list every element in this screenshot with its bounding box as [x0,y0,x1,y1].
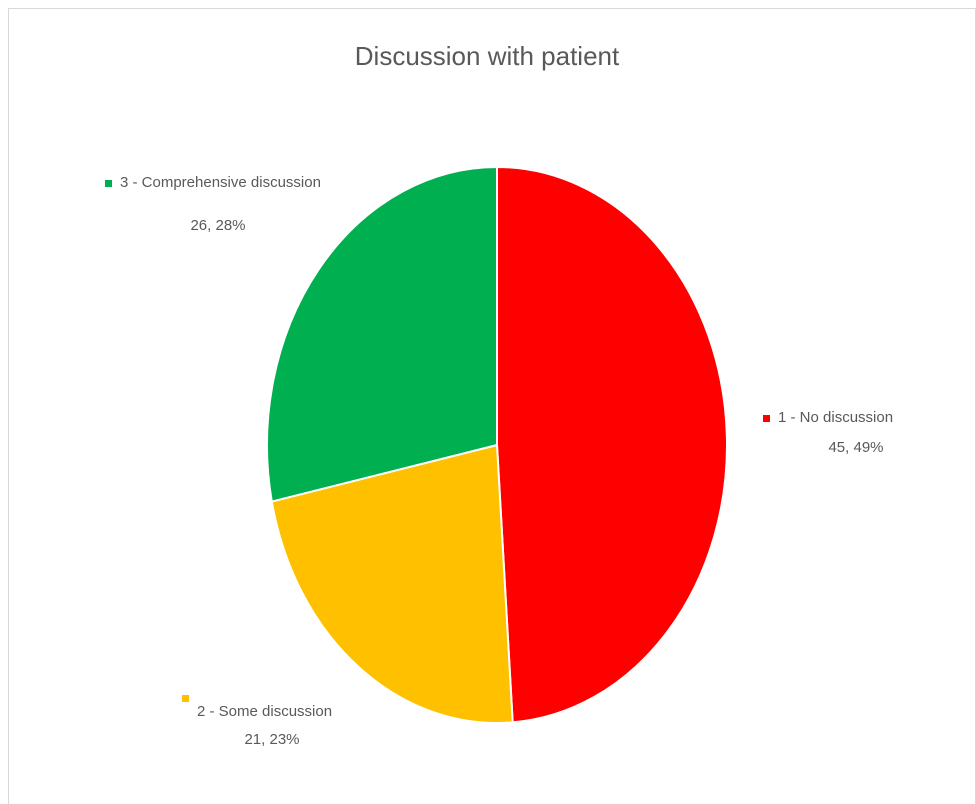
label-marker [763,415,770,422]
pie-slice [266,165,498,503]
data-label: 26, 28% [190,217,245,234]
pie-slice [270,443,514,724]
data-label: 45, 49% [828,439,883,456]
label-marker [182,695,189,702]
data-label-category: 3 - Comprehensive discussion [120,174,321,191]
chart-title: Discussion with patient [355,41,620,71]
data-label-category: 2 - Some discussion [197,703,332,720]
data-label-category: 1 - No discussion [778,409,893,426]
data-label: 21, 23% [244,731,299,748]
pie-slice [496,165,728,724]
label-marker [105,180,112,187]
